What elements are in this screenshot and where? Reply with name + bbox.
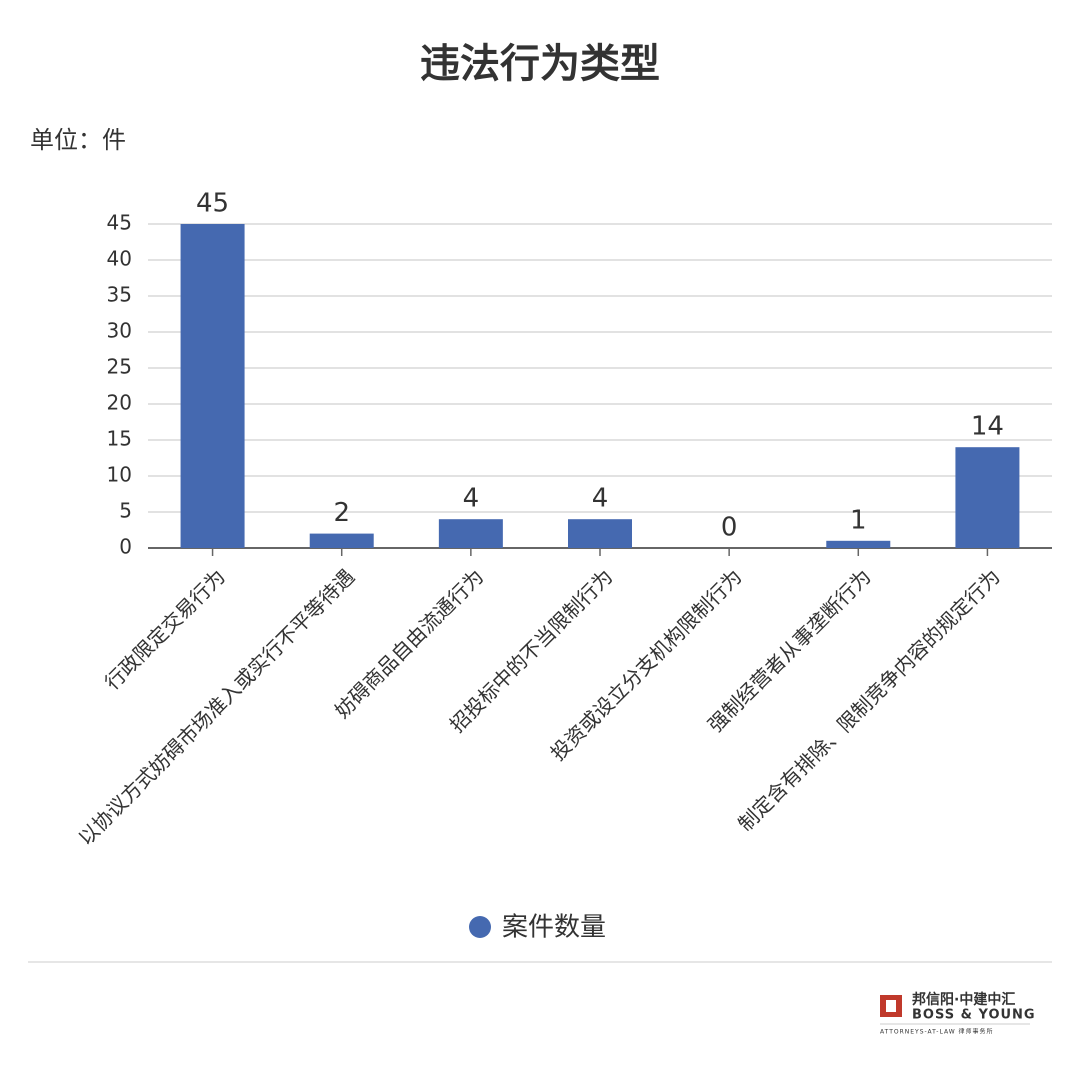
- logo: 邦信阳·中建中汇 BOSS & YOUNG ATTORNEYS-AT-LAW 律…: [880, 991, 1036, 1036]
- logo-cn: 邦信阳·中建中汇: [912, 991, 1015, 1008]
- y-tick-label: 0: [119, 535, 132, 559]
- bar: [180, 224, 245, 548]
- y-tick-label: 15: [107, 427, 132, 451]
- data-label: 1: [850, 505, 867, 535]
- data-label: 2: [333, 498, 350, 528]
- unit-label: 单位：件: [30, 126, 126, 154]
- y-tick-label: 45: [107, 211, 132, 235]
- chart-title: 违法行为类型: [420, 41, 660, 87]
- bar: [826, 540, 891, 548]
- data-label: 4: [463, 484, 480, 514]
- y-tick-label: 25: [107, 355, 132, 379]
- y-tick-label: 20: [107, 391, 132, 415]
- legend-marker: [469, 916, 491, 938]
- logo-en: BOSS & YOUNG: [912, 1008, 1036, 1023]
- data-label: 14: [971, 412, 1004, 442]
- y-tick-label: 30: [107, 319, 132, 343]
- y-tick-label: 40: [107, 247, 132, 271]
- bar: [438, 519, 503, 548]
- data-label: 45: [196, 189, 229, 219]
- logo-sub: ATTORNEYS-AT-LAW 律师事务所: [880, 1028, 994, 1036]
- y-tick-label: 10: [107, 463, 132, 487]
- logo-icon-inner: [886, 1000, 896, 1012]
- y-tick-label: 5: [119, 499, 132, 523]
- legend-label: 案件数量: [502, 913, 606, 943]
- bar: [568, 519, 632, 548]
- data-label: 4: [592, 484, 609, 514]
- data-label: 0: [721, 513, 738, 543]
- y-tick-label: 35: [107, 283, 132, 307]
- bar: [309, 533, 374, 548]
- bar: [955, 447, 1020, 548]
